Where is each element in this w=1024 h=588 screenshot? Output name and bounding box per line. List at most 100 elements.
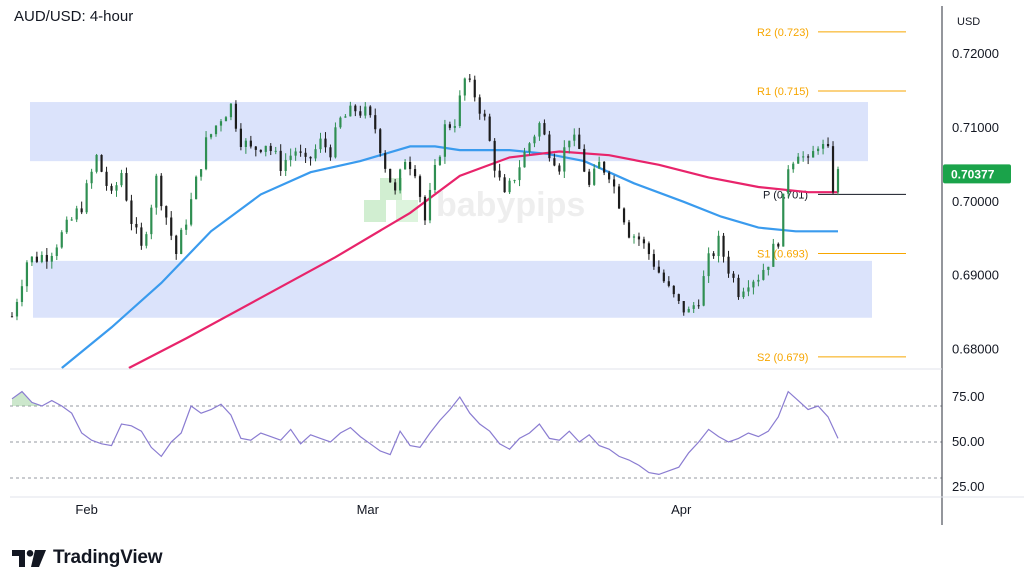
candle-bull	[762, 269, 765, 280]
candle-bear	[374, 115, 377, 130]
candle-bear	[324, 138, 327, 148]
candle-bear	[269, 145, 272, 152]
candle-bull	[150, 207, 153, 235]
rsi-pane[interactable]	[10, 369, 942, 497]
candle-bull	[757, 279, 760, 282]
candle-bull	[145, 234, 148, 246]
candle-bull	[229, 103, 233, 118]
candle-bull	[752, 281, 755, 288]
rsi-tick-label: 75.00	[952, 389, 985, 404]
candle-bear	[140, 227, 143, 246]
candle-bull	[403, 161, 407, 170]
candle-bear	[234, 103, 238, 129]
candle-bear	[379, 129, 382, 154]
candle-bull	[433, 164, 437, 190]
candle-bull	[772, 243, 775, 267]
candle-bull	[518, 167, 521, 181]
current-price-tag: 0.70377	[943, 164, 1011, 184]
candle-bear	[503, 177, 506, 193]
candle-bull	[573, 134, 576, 141]
candle-bear	[110, 185, 113, 191]
watermark-cube-right	[396, 200, 418, 222]
brand-text: TradingView	[53, 547, 163, 568]
candle-bull	[55, 247, 58, 256]
candle-bull	[75, 208, 78, 220]
time-tick-label: Feb	[75, 502, 97, 517]
candle-bull	[508, 180, 511, 193]
candle-bear	[45, 254, 48, 262]
candle-bear	[622, 208, 626, 223]
candle-bull	[593, 168, 596, 185]
candle-bear	[548, 134, 551, 159]
candle-bear	[100, 154, 103, 172]
candle-bear	[299, 151, 302, 153]
candle-bear	[682, 301, 685, 313]
candle-bull	[782, 193, 785, 247]
candle-bull	[364, 106, 367, 116]
candle-bear	[309, 156, 312, 159]
zone-support	[33, 260, 872, 318]
candle-bull	[155, 175, 158, 208]
candle-bull	[294, 151, 297, 156]
tradingview-brand[interactable]: TradingView	[12, 545, 163, 571]
candle-bull	[797, 156, 800, 164]
candle-bull	[274, 150, 277, 152]
currency-label[interactable]: USD	[957, 16, 980, 28]
level-label: R2 (0.723)	[757, 27, 809, 39]
chart-frame: babypips R2 (0.723) R1 (0.715) P (0.701) S1…	[0, 0, 1024, 545]
rsi-tick-label: 25.00	[952, 479, 985, 494]
candle-bull	[289, 155, 292, 160]
candle-bull	[120, 173, 123, 186]
candle-bear	[35, 256, 38, 262]
candle-bear	[831, 146, 835, 193]
candle-bear	[329, 147, 332, 158]
candle-bull	[70, 219, 73, 221]
candle-bear	[369, 106, 372, 116]
candle-bull	[190, 199, 193, 225]
babypips-watermark: babypips	[364, 178, 585, 224]
candle-bull	[180, 229, 183, 254]
candle-bull	[185, 224, 188, 230]
candle-bull	[528, 143, 531, 152]
support-resistance-zones	[30, 102, 872, 318]
candle-bear	[413, 169, 417, 177]
candle-bull	[742, 291, 745, 298]
candle-bear	[612, 179, 616, 187]
candle-bear	[483, 113, 486, 117]
candle-bull	[836, 169, 840, 193]
candle-bull	[792, 163, 795, 170]
candle-bull	[20, 286, 24, 302]
candle-bull	[264, 145, 267, 152]
candle-bull	[767, 266, 770, 270]
rsi-axis[interactable]: 75.00 50.00 25.00	[952, 389, 985, 494]
candle-bull	[334, 127, 337, 158]
candle-bear	[125, 173, 128, 201]
candle-bear	[657, 266, 660, 273]
candle-bull	[523, 151, 526, 168]
price-axis[interactable]: 0.72000 0.71000 0.70000 0.69000 0.68000	[952, 46, 999, 357]
candle-bear	[249, 140, 252, 147]
candle-bull	[209, 134, 213, 138]
candle-bear	[394, 182, 397, 191]
price-chart[interactable]: babypips R2 (0.723) R1 (0.715) P (0.701) S1…	[0, 0, 1024, 545]
candle-bear	[737, 277, 740, 298]
candle-bull	[195, 176, 198, 200]
candle-bear	[105, 171, 108, 186]
candle-bear	[473, 79, 476, 98]
time-axis[interactable]: Feb Mar Apr	[75, 502, 692, 517]
current-price-tag-bg	[943, 164, 1011, 184]
candle-bear	[279, 150, 282, 172]
candle-bear	[603, 161, 606, 173]
price-tick-label: 0.71000	[952, 120, 999, 135]
candle-bear	[558, 165, 561, 172]
sma-fast-line	[61, 145, 838, 369]
price-tick-label: 0.69000	[952, 268, 999, 283]
level-label: S2 (0.679)	[757, 352, 808, 364]
candle-bear	[259, 149, 262, 152]
level-label: S1 (0.693)	[757, 248, 808, 260]
candle-bull	[816, 148, 820, 152]
candle-bear	[647, 243, 651, 255]
candle-bear	[583, 148, 586, 172]
candle-bear	[448, 124, 451, 128]
candle-bear	[165, 206, 168, 218]
